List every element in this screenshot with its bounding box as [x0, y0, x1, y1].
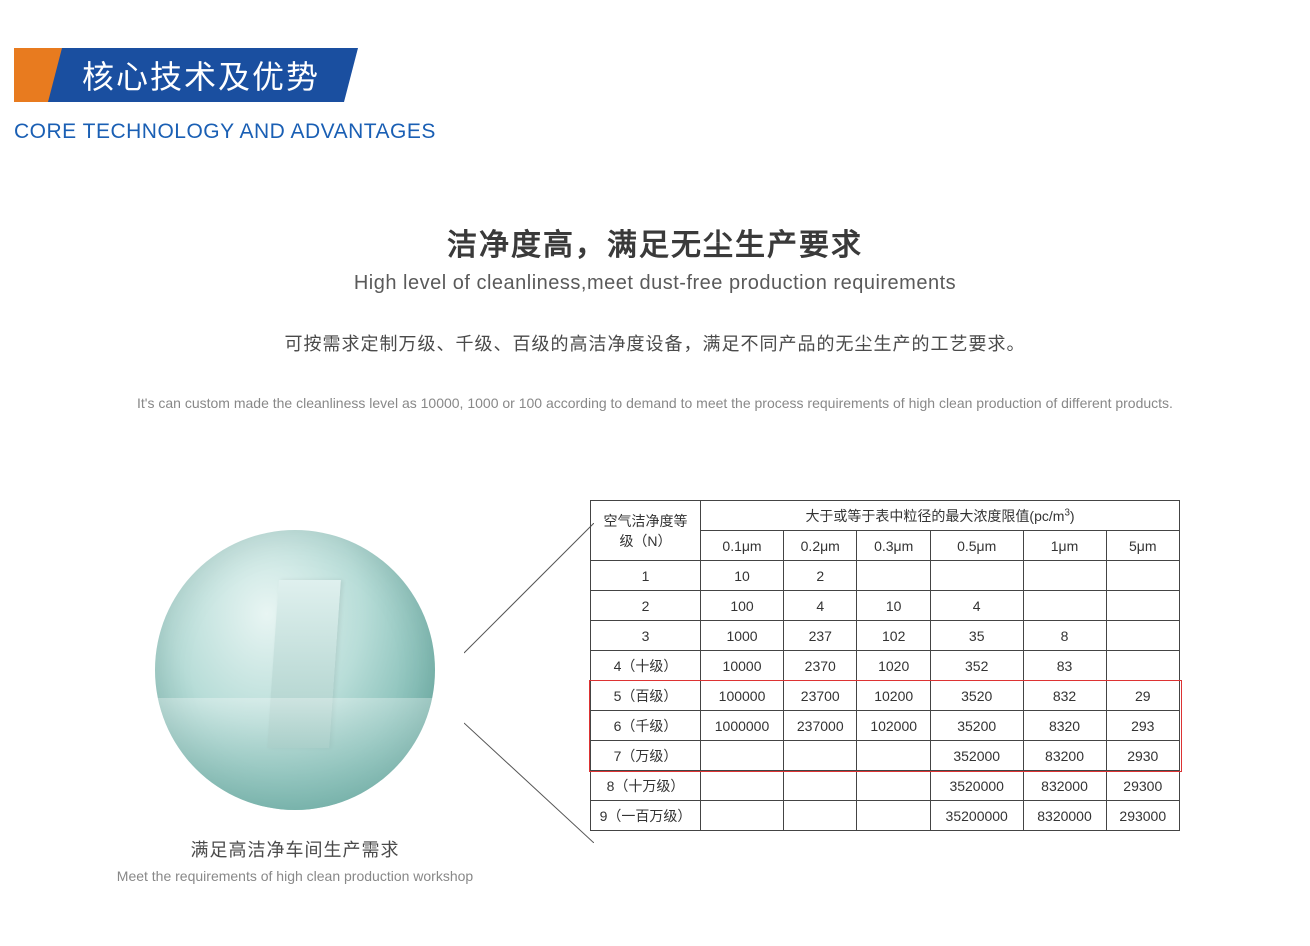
connector-lines — [464, 523, 594, 843]
table-cell: 35200000 — [930, 801, 1023, 831]
table-cell — [857, 741, 930, 771]
table-cell: 8320000 — [1023, 801, 1106, 831]
cleanroom-photo — [155, 530, 435, 810]
table-row: 9（一百万级） 352000008320000293000 — [591, 801, 1180, 831]
content-row: 满足高洁净车间生产需求 Meet the requirements of hig… — [0, 500, 1310, 884]
image-column: 满足高洁净车间生产需求 Meet the requirements of hig… — [0, 500, 590, 884]
table-col-header: 5μm — [1106, 531, 1179, 561]
table-cell: 2930 — [1106, 741, 1179, 771]
table-cell — [784, 771, 857, 801]
table-column: 空气洁净度等级（N）大于或等于表中粒径的最大浓度限值(pc/m3)0.1μm0.… — [590, 500, 1310, 884]
table-cell-level: 8（十万级） — [591, 771, 701, 801]
table-row: 31000237102358 — [591, 621, 1180, 651]
table-cell — [784, 801, 857, 831]
table-cell — [1106, 591, 1179, 621]
table-cell — [930, 561, 1023, 591]
description-block: 可按需求定制万级、千级、百级的高洁净度设备，满足不同产品的无尘生产的工艺要求。 … — [0, 330, 1310, 414]
table-cell: 352 — [930, 651, 1023, 681]
header-title-en: CORE TECHNOLOGY AND ADVANTAGES — [14, 120, 436, 144]
table-cell: 23700 — [784, 681, 857, 711]
table-cell: 352000 — [930, 741, 1023, 771]
table-cell: 2370 — [784, 651, 857, 681]
table-cell: 832 — [1023, 681, 1106, 711]
table-cell: 1020 — [857, 651, 930, 681]
table-cell: 1000000 — [701, 711, 784, 741]
table-cell — [701, 741, 784, 771]
table-cell-level: 6（千级） — [591, 711, 701, 741]
table-col-header: 0.5μm — [930, 531, 1023, 561]
description-cn: 可按需求定制万级、千级、百级的高洁净度设备，满足不同产品的无尘生产的工艺要求。 — [0, 330, 1310, 356]
table-cell-level: 5（百级） — [591, 681, 701, 711]
table-cell-level: 9（一百万级） — [591, 801, 701, 831]
table-cell: 29300 — [1106, 771, 1179, 801]
table-cell: 10 — [857, 591, 930, 621]
table-cell: 1000 — [701, 621, 784, 651]
table-cell — [1023, 591, 1106, 621]
table-cell: 3520 — [930, 681, 1023, 711]
table-row: 1102 — [591, 561, 1180, 591]
table-cell — [701, 771, 784, 801]
table-cell: 83200 — [1023, 741, 1106, 771]
table-cell — [1106, 651, 1179, 681]
table-row: 8（十万级） 352000083200029300 — [591, 771, 1180, 801]
table-cell: 10200 — [857, 681, 930, 711]
table-cell — [1023, 561, 1106, 591]
table-cell: 35200 — [930, 711, 1023, 741]
header-title-cn: 核心技术及优势 — [62, 48, 344, 102]
table-row: 6（千级）1000000237000102000352008320293 — [591, 711, 1180, 741]
table-cell: 8320 — [1023, 711, 1106, 741]
table-cell — [1106, 621, 1179, 651]
table-wrapper: 空气洁净度等级（N）大于或等于表中粒径的最大浓度限值(pc/m3)0.1μm0.… — [590, 500, 1180, 831]
cleanliness-table: 空气洁净度等级（N）大于或等于表中粒径的最大浓度限值(pc/m3)0.1μm0.… — [590, 500, 1180, 831]
table-cell: 237 — [784, 621, 857, 651]
table-col-header: 0.1μm — [701, 531, 784, 561]
table-col-header: 0.2μm — [784, 531, 857, 561]
table-cell: 102000 — [857, 711, 930, 741]
table-cell: 35 — [930, 621, 1023, 651]
main-title-cn: 洁净度高，满足无尘生产要求 — [0, 220, 1310, 264]
table-cell — [857, 801, 930, 831]
image-caption-en: Meet the requirements of high clean prod… — [0, 868, 590, 884]
table-col-header: 1μm — [1023, 531, 1106, 561]
table-row: 7（万级） 352000832002930 — [591, 741, 1180, 771]
table-cell-level: 1 — [591, 561, 701, 591]
table-cell: 4 — [930, 591, 1023, 621]
description-en: It's can custom made the cleanliness lev… — [0, 392, 1310, 414]
table-cell-level: 2 — [591, 591, 701, 621]
table-col-header: 0.3μm — [857, 531, 930, 561]
table-cell — [857, 771, 930, 801]
table-row: 5（百级）1000002370010200352083229 — [591, 681, 1180, 711]
table-cell: 293000 — [1106, 801, 1179, 831]
table-cell: 83 — [1023, 651, 1106, 681]
table-cell-level: 4（十级） — [591, 651, 701, 681]
table-row: 4（十级）100002370102035283 — [591, 651, 1180, 681]
table-cell: 100 — [701, 591, 784, 621]
main-title-block: 洁净度高，满足无尘生产要求 High level of cleanliness,… — [0, 220, 1310, 295]
table-cell-level: 3 — [591, 621, 701, 651]
table-cell: 237000 — [784, 711, 857, 741]
table-cell: 832000 — [1023, 771, 1106, 801]
table-cell-level: 7（万级） — [591, 741, 701, 771]
table-cell — [1106, 561, 1179, 591]
image-caption-cn: 满足高洁净车间生产需求 — [0, 836, 590, 862]
main-title-en: High level of cleanliness,meet dust-free… — [0, 272, 1310, 295]
table-cell: 100000 — [701, 681, 784, 711]
header-banner: 核心技术及优势 — [14, 48, 436, 102]
table-cell: 2 — [784, 561, 857, 591]
table-header-main: 大于或等于表中粒径的最大浓度限值(pc/m3) — [701, 501, 1180, 531]
table-cell — [857, 561, 930, 591]
table-cell: 293 — [1106, 711, 1179, 741]
table-cell: 8 — [1023, 621, 1106, 651]
table-cell — [701, 801, 784, 831]
table-row: 21004104 — [591, 591, 1180, 621]
table-cell — [784, 741, 857, 771]
table-cell: 10 — [701, 561, 784, 591]
table-cell: 3520000 — [930, 771, 1023, 801]
table-cell: 29 — [1106, 681, 1179, 711]
table-cell: 102 — [857, 621, 930, 651]
section-header: 核心技术及优势 CORE TECHNOLOGY AND ADVANTAGES — [14, 48, 436, 144]
table-cell: 10000 — [701, 651, 784, 681]
table-header-level: 空气洁净度等级（N） — [591, 501, 701, 561]
table-cell: 4 — [784, 591, 857, 621]
